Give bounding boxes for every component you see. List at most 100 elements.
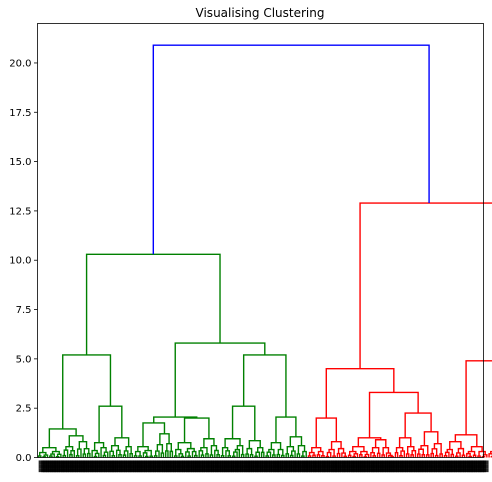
dendrogram-link [224, 438, 241, 448]
leaf-tick-label: ███ [373, 460, 380, 473]
dendrogram-link [216, 454, 220, 458]
dendrogram-link [110, 444, 120, 452]
leaf-tick-label: ███ [118, 460, 125, 473]
leaf-tick-label: ███ [170, 460, 177, 473]
leaf-tick-label: ███ [261, 460, 268, 473]
dendrogram-link [433, 442, 442, 454]
dendrogram-link [325, 455, 330, 458]
dendrogram-link [376, 452, 381, 458]
dendrogram-link [159, 433, 170, 445]
leaf-tick-label: ███ [163, 460, 170, 473]
dendrogram-link [374, 439, 387, 448]
dendrogram-link [214, 449, 219, 458]
leaf-tick-label: ███ [56, 460, 63, 473]
dendrogram-link [382, 446, 390, 455]
leaf-tick-label: ███ [112, 460, 119, 473]
leaf-tick-label: ███ [172, 460, 179, 473]
leaf-tick-label: ███ [457, 460, 464, 473]
leaf-tick-label: ███ [357, 460, 364, 473]
dendrogram-link [180, 455, 185, 458]
leaf-tick-label: ███ [471, 460, 478, 473]
dendrogram-link [62, 354, 112, 429]
dendrogram-link [272, 454, 276, 458]
dendrogram-link [353, 453, 359, 458]
dendrogram-link [91, 449, 98, 458]
leaf-tick-label: ███ [237, 460, 244, 473]
dendrogram-link [257, 446, 264, 453]
dendrogram-link [406, 445, 415, 454]
leaf-tick-label: ███ [455, 460, 462, 473]
leaf-tick-label: ███ [446, 460, 453, 473]
leaf-tick-label: ███ [181, 460, 188, 473]
dendrogram-link [450, 453, 455, 458]
dendrogram-link [289, 454, 294, 458]
dendrogram-link [395, 446, 404, 453]
dendrogram-link [439, 453, 443, 458]
dendrogram-link [265, 455, 270, 458]
leaf-tick-label: ███ [368, 460, 375, 473]
leaf-tick-label: ███ [74, 460, 81, 473]
dendrogram-link [48, 428, 77, 448]
dendrogram-link [291, 450, 296, 458]
y-axis: 0.0 2.5 5.0 7.5 10.0 12.5 15.0 17.5 20.0 [9, 58, 38, 464]
dendrogram-link [266, 451, 272, 458]
leaf-tick-label: ███ [241, 460, 248, 473]
leaf-tick-label: ███ [308, 460, 315, 473]
plot-frame [37, 23, 484, 458]
leaf-tick-label: ███ [67, 460, 74, 473]
leaf-tick-label: ███ [194, 460, 201, 473]
leaf-tick-label: ███ [85, 460, 92, 473]
leaf-tick-label: ███ [397, 460, 404, 473]
leaf-tick-label: ███ [473, 460, 480, 473]
y-tick-label: 0.0 [16, 453, 32, 464]
leaf-tick-label: ███ [80, 460, 87, 473]
leaf-tick-label: ███ [370, 460, 377, 473]
dendrogram-link [98, 405, 123, 443]
dendrogram-link [275, 416, 297, 443]
dendrogram-link [347, 454, 352, 458]
dendrogram-link [42, 446, 57, 453]
leaf-tick-label: ███ [58, 460, 65, 473]
leaf-tick-label: ███ [437, 460, 444, 473]
dendrogram-link [83, 448, 90, 455]
y-tick-label: 2.5 [16, 404, 32, 415]
leaf-tick-label: ███ [199, 460, 206, 473]
leaf-tick-label: ███ [203, 460, 210, 473]
dendrogram-link [137, 445, 149, 452]
leaf-tick-label: ███ [69, 460, 76, 473]
dendrogram-link [444, 451, 450, 458]
leaf-tick-label: ███ [54, 460, 61, 473]
leaf-tick-label: ███ [51, 460, 58, 473]
leaf-tick-label: ███ [138, 460, 145, 473]
leaf-tick-label: ███ [230, 460, 237, 473]
leaf-tick-label: ███ [234, 460, 241, 473]
leaf-tick-label: ███ [92, 460, 99, 473]
dendrogram-link [100, 446, 107, 458]
leaf-tick-label: ███ [326, 460, 333, 473]
leaf-tick-label: ███ [286, 460, 293, 473]
leaf-tick-label: ███ [188, 460, 195, 473]
leaf-tick-label: ███ [303, 460, 310, 473]
dendrogram-link [245, 453, 249, 458]
dendrogram-link [478, 450, 486, 457]
dendrogram-link [430, 452, 435, 458]
dendrogram-link [233, 451, 238, 458]
dendrogram-link [114, 437, 130, 447]
dendrogram-link [468, 455, 472, 458]
dendrogram-link [178, 453, 184, 458]
leaf-tick-label: ███ [270, 460, 277, 473]
dendrogram-link [174, 342, 266, 418]
dendrogram-link [399, 454, 403, 458]
leaf-tick-label: ███ [98, 460, 105, 473]
dendrogram-link [277, 448, 284, 456]
dendrogram-link [138, 455, 142, 458]
dendrogram-link [454, 434, 478, 447]
dendrogram-link [308, 451, 315, 456]
y-tick-label: 10.0 [9, 256, 31, 267]
leaf-tick-label: ███ [174, 460, 181, 473]
dendrogram-link [302, 450, 307, 458]
leaf-tick-label: ███ [292, 460, 299, 473]
leaf-tick-label: ███ [477, 460, 484, 473]
dendrogram-link [410, 454, 414, 458]
dendrogram-link [234, 448, 241, 458]
